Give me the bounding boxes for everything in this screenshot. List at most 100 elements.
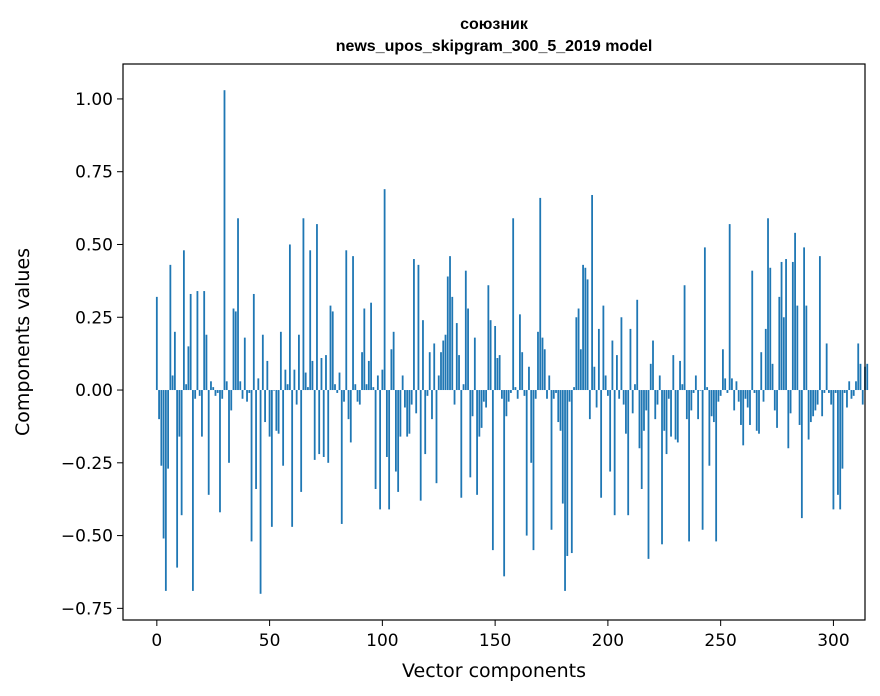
bar (525, 390, 528, 536)
bar (284, 369, 287, 391)
bar (735, 381, 738, 391)
bar (825, 343, 828, 391)
bar (370, 302, 372, 391)
y-tick-label: −0.50 (61, 527, 113, 547)
bar (830, 390, 833, 405)
bar (595, 390, 598, 408)
bar (809, 390, 812, 423)
bar (688, 390, 690, 542)
bar (773, 390, 776, 411)
bar (728, 224, 731, 391)
bar (731, 378, 733, 391)
bar (162, 390, 165, 539)
bar (252, 293, 255, 391)
bar (568, 390, 571, 402)
bar (532, 390, 535, 551)
x-axis-label: Vector components (402, 660, 586, 682)
bar (212, 387, 215, 391)
bar (173, 331, 176, 391)
bar (710, 390, 713, 417)
y-tick-label: 0.00 (75, 381, 113, 401)
bar (467, 308, 469, 391)
x-tick-label: 300 (817, 631, 849, 651)
bar (649, 363, 652, 391)
bar (604, 375, 607, 391)
bar (178, 390, 181, 437)
bar (681, 384, 684, 391)
bar (534, 390, 537, 399)
bar (706, 387, 709, 391)
bar (478, 390, 481, 437)
bar (469, 390, 472, 478)
x-tick-label: 200 (592, 631, 624, 651)
chart-title-line2: news_upos_skipgram_300_5_2019 model (336, 38, 653, 55)
bar (491, 390, 494, 551)
bar (358, 390, 361, 405)
bar (365, 384, 368, 391)
bar (661, 390, 663, 545)
bar (715, 390, 718, 542)
bar (755, 390, 758, 431)
bar (514, 387, 517, 391)
bar (647, 390, 650, 559)
bar (555, 390, 557, 393)
x-tick-label: 250 (704, 631, 736, 651)
bar (340, 390, 343, 524)
bar (685, 390, 688, 420)
x-tick-label: 0 (151, 631, 162, 651)
bar (620, 317, 623, 391)
bar (593, 366, 596, 391)
bar (762, 390, 765, 402)
bar (347, 390, 350, 420)
x-tick-label: 150 (479, 631, 511, 651)
bar (712, 390, 715, 423)
bar (476, 390, 478, 495)
bar (717, 390, 720, 402)
bar (225, 381, 228, 391)
bar (744, 390, 747, 399)
bar (185, 384, 188, 391)
bar (343, 390, 345, 402)
bar (561, 390, 564, 504)
bar (318, 390, 321, 455)
bar (803, 247, 805, 391)
x-tick-label: 50 (259, 631, 281, 651)
bar (451, 296, 454, 391)
bar (489, 320, 492, 391)
bar (363, 308, 366, 391)
bar (392, 331, 395, 391)
bar (437, 375, 440, 391)
bar (629, 328, 632, 391)
bar (616, 355, 618, 391)
bar (428, 352, 431, 391)
bar (866, 363, 869, 391)
bar (189, 293, 192, 391)
plot-area-frame (122, 63, 866, 621)
bar (708, 390, 711, 466)
bar (733, 390, 736, 411)
bar (776, 390, 778, 428)
bar (223, 90, 226, 391)
bar (302, 218, 305, 391)
bar (674, 390, 677, 440)
bar (320, 358, 323, 391)
bar (510, 390, 512, 393)
bar (201, 390, 203, 437)
bar (237, 218, 239, 391)
bar (219, 390, 221, 513)
bar (388, 390, 391, 510)
bar (839, 390, 842, 510)
bar (634, 384, 636, 391)
bar (349, 390, 352, 443)
bar (606, 390, 609, 396)
bar (419, 390, 422, 501)
bar (670, 390, 672, 437)
bar (722, 349, 724, 391)
bar (329, 305, 332, 391)
bar (645, 390, 648, 411)
bar (462, 384, 465, 391)
bar (313, 390, 316, 460)
bar (275, 390, 278, 431)
bar (354, 384, 357, 391)
bar (288, 244, 291, 391)
